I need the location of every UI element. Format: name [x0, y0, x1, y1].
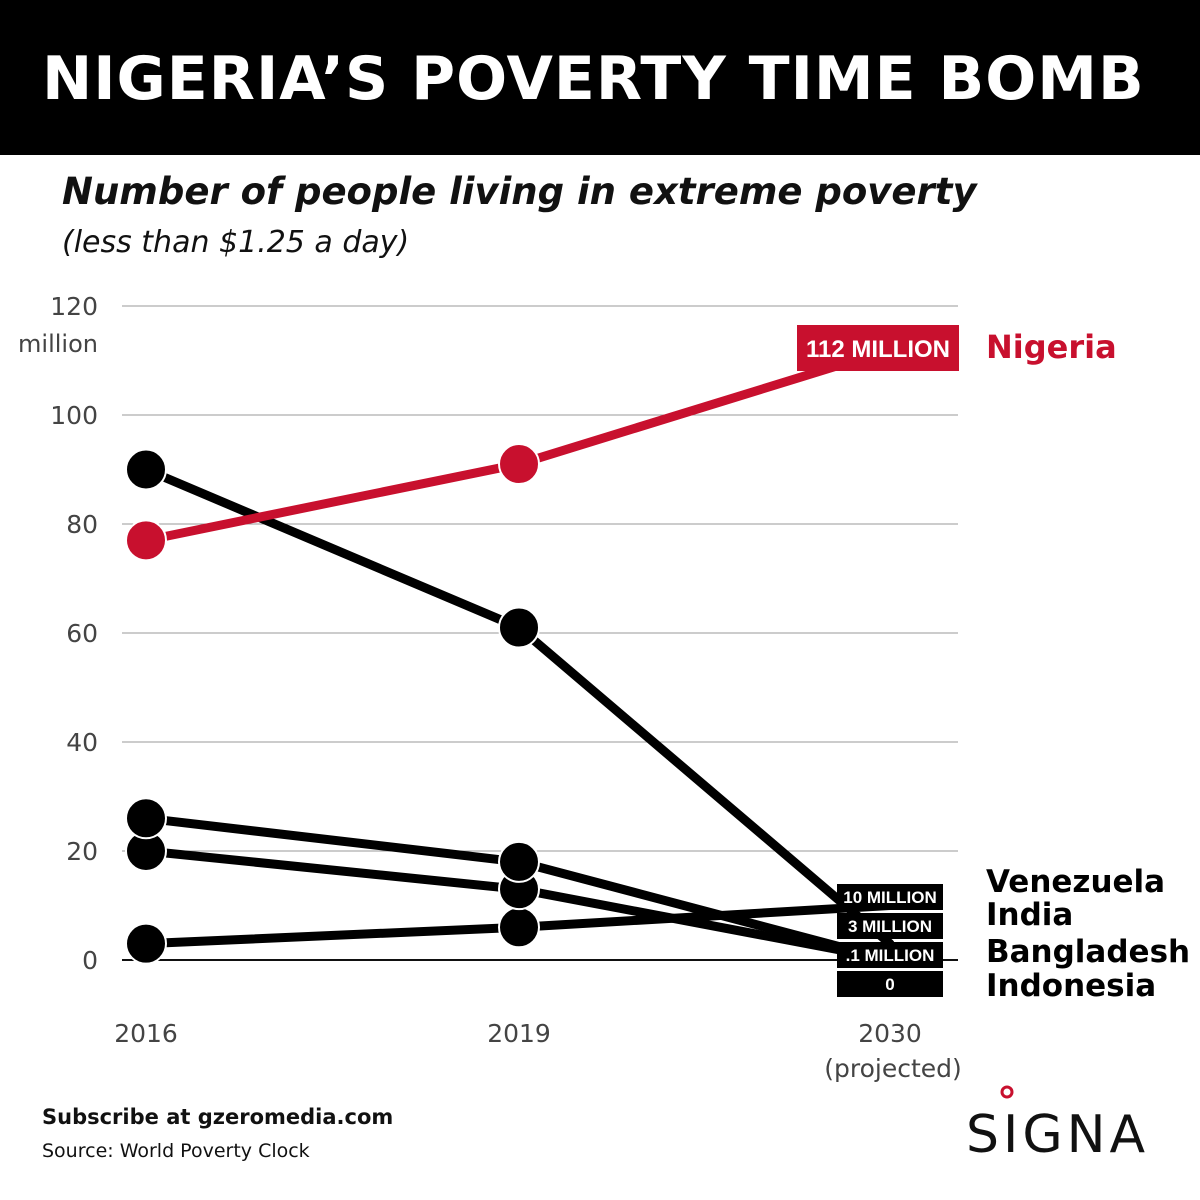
- signal-logo-text: SIGNAL: [966, 1105, 1146, 1160]
- point-india-2019: [498, 606, 540, 649]
- point-nigeria-2016: [125, 519, 167, 562]
- series-name-india: India: [986, 897, 1073, 933]
- point-indonesia-2019: [498, 840, 540, 883]
- point-venezuela-2019: [498, 906, 540, 949]
- end-label-india: 3 MILLION: [848, 917, 932, 936]
- y-tick-label-100: 100: [50, 401, 98, 430]
- x-tick-label-2016: 2016: [114, 1019, 178, 1048]
- end-label-nigeria: 112 MILLION: [806, 336, 950, 363]
- end-label-box-indonesia: [837, 971, 943, 997]
- y-tick-label-120: 120: [50, 292, 98, 321]
- signal-logo-dot: [1000, 1085, 1014, 1099]
- y-unit-label: million: [18, 330, 98, 358]
- x-tick-label-2019: 2019: [487, 1019, 551, 1048]
- point-venezuela-2016: [125, 922, 167, 965]
- end-label-bangladesh: .1 MILLION: [846, 946, 935, 965]
- point-nigeria-2019: [498, 443, 540, 486]
- source-text: Source: World Poverty Clock: [42, 1140, 310, 1162]
- end-label-box-india: [837, 913, 943, 939]
- end-label-box-venezuela: [837, 884, 943, 910]
- subscribe-text: Subscribe at gzeromedia.com: [42, 1105, 394, 1129]
- x-tick-label-2030: 2030: [858, 1019, 922, 1048]
- y-tick-label-60: 60: [66, 619, 98, 648]
- title-bar: NIGERIA’S POVERTY TIME BOMB: [0, 0, 1200, 155]
- y-tick-label-20: 20: [66, 837, 98, 866]
- series-name-venezuela: Venezuela: [986, 864, 1165, 900]
- y-tick-label-80: 80: [66, 510, 98, 539]
- series-name-nigeria: Nigeria: [986, 328, 1117, 366]
- y-tick-label-0: 0: [82, 946, 98, 975]
- end-label-box-nigeria: [797, 325, 959, 371]
- page-title: NIGERIA’S POVERTY TIME BOMB: [42, 44, 1145, 114]
- point-indonesia-2016: [125, 797, 167, 840]
- end-label-indonesia: 0: [885, 975, 894, 994]
- point-india-2016: [125, 448, 167, 491]
- series-name-bangladesh: Bangladesh: [986, 934, 1190, 970]
- chart-subtitle: (less than $1.25 a day): [62, 225, 410, 260]
- y-tick-label-40: 40: [66, 728, 98, 757]
- series-name-indonesia: Indonesia: [986, 968, 1156, 1004]
- signal-logo: SIGNAL: [966, 1085, 1146, 1160]
- end-label-venezuela: 10 MILLION: [843, 888, 937, 907]
- end-label-box-bangladesh: [837, 942, 943, 968]
- chart-title: Number of people living in extreme pover…: [62, 170, 977, 213]
- x-tick-sublabel: (projected): [824, 1054, 962, 1083]
